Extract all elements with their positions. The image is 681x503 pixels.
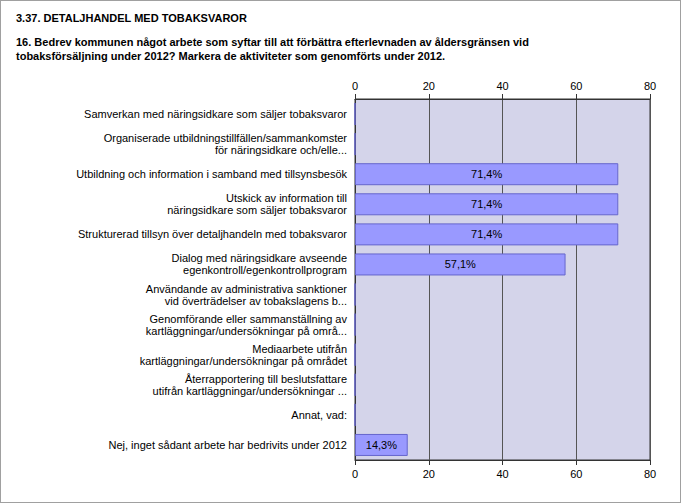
svg-text:Strukturerad tillsyn över deta: Strukturerad tillsyn över detaljhandeln … (78, 228, 347, 240)
svg-text:Återrapportering till beslutsf: Återrapportering till beslutsfattare (185, 373, 347, 385)
svg-text:kartläggningar/undersökningar: kartläggningar/undersökningar på områ... (146, 325, 347, 337)
svg-text:kartläggningar/undersökningar: kartläggningar/undersökningar på området (140, 355, 347, 367)
svg-text:40: 40 (496, 80, 508, 92)
svg-text:tobaksförsäljning under 2012?: tobaksförsäljning under 2012? Markera de… (16, 50, 445, 62)
svg-text:80: 80 (644, 468, 656, 480)
svg-text:Genomförande eller sammanställ: Genomförande eller sammanställning av (150, 313, 348, 325)
svg-text:Nej, inget sådant arbete har b: Nej, inget sådant arbete har bedrivits u… (109, 439, 348, 451)
svg-text:16. Bedrev kommunen något arbe: 16. Bedrev kommunen något arbete som syf… (16, 36, 529, 48)
svg-text:80: 80 (644, 80, 656, 92)
svg-text:näringsidkare som säljer tobak: näringsidkare som säljer tobaksvaror (167, 204, 347, 216)
svg-text:vid överträdelser av tobakslag: vid överträdelser av tobakslagens b... (165, 295, 347, 307)
svg-text:60: 60 (570, 80, 582, 92)
svg-text:14,3%: 14,3% (366, 439, 397, 451)
svg-text:Utskick av information till: Utskick av information till (226, 192, 347, 204)
svg-text:för näringsidkare och/elle...: för näringsidkare och/elle... (215, 144, 347, 156)
svg-text:Mediaarbete utifrån: Mediaarbete utifrån (252, 343, 347, 355)
svg-text:0: 0 (352, 468, 358, 480)
svg-text:Samverkan med näringsidkare so: Samverkan med näringsidkare som säljer t… (84, 108, 347, 120)
svg-text:71,4%: 71,4% (471, 168, 502, 180)
svg-text:60: 60 (570, 468, 582, 480)
svg-text:egenkontroll/egenkontrollprogr: egenkontroll/egenkontrollprogram (183, 264, 347, 276)
svg-text:Användande av administrativa s: Användande av administrativa sanktioner (146, 283, 348, 295)
svg-text:20: 20 (423, 80, 435, 92)
svg-text:20: 20 (423, 468, 435, 480)
svg-text:3.37. DETALJHANDEL MED TOBAKSV: 3.37. DETALJHANDEL MED TOBAKSVAROR (16, 12, 247, 24)
svg-text:Organiserade utbildningstillfä: Organiserade utbildningstillfällen/samma… (104, 132, 348, 144)
svg-text:71,4%: 71,4% (471, 228, 502, 240)
svg-text:40: 40 (496, 468, 508, 480)
svg-text:Utbildning och information i s: Utbildning och information i samband med… (76, 168, 347, 180)
svg-text:utifrån kartläggningar/undersö: utifrån kartläggningar/undersökningar ..… (153, 385, 347, 397)
svg-text:71,4%: 71,4% (471, 198, 502, 210)
svg-text:Dialog med näringsidkare avsee: Dialog med näringsidkare avseende (172, 252, 348, 264)
svg-text:57,1%: 57,1% (445, 258, 476, 270)
svg-text:Annat, vad:: Annat, vad: (291, 409, 347, 421)
svg-text:0: 0 (352, 80, 358, 92)
